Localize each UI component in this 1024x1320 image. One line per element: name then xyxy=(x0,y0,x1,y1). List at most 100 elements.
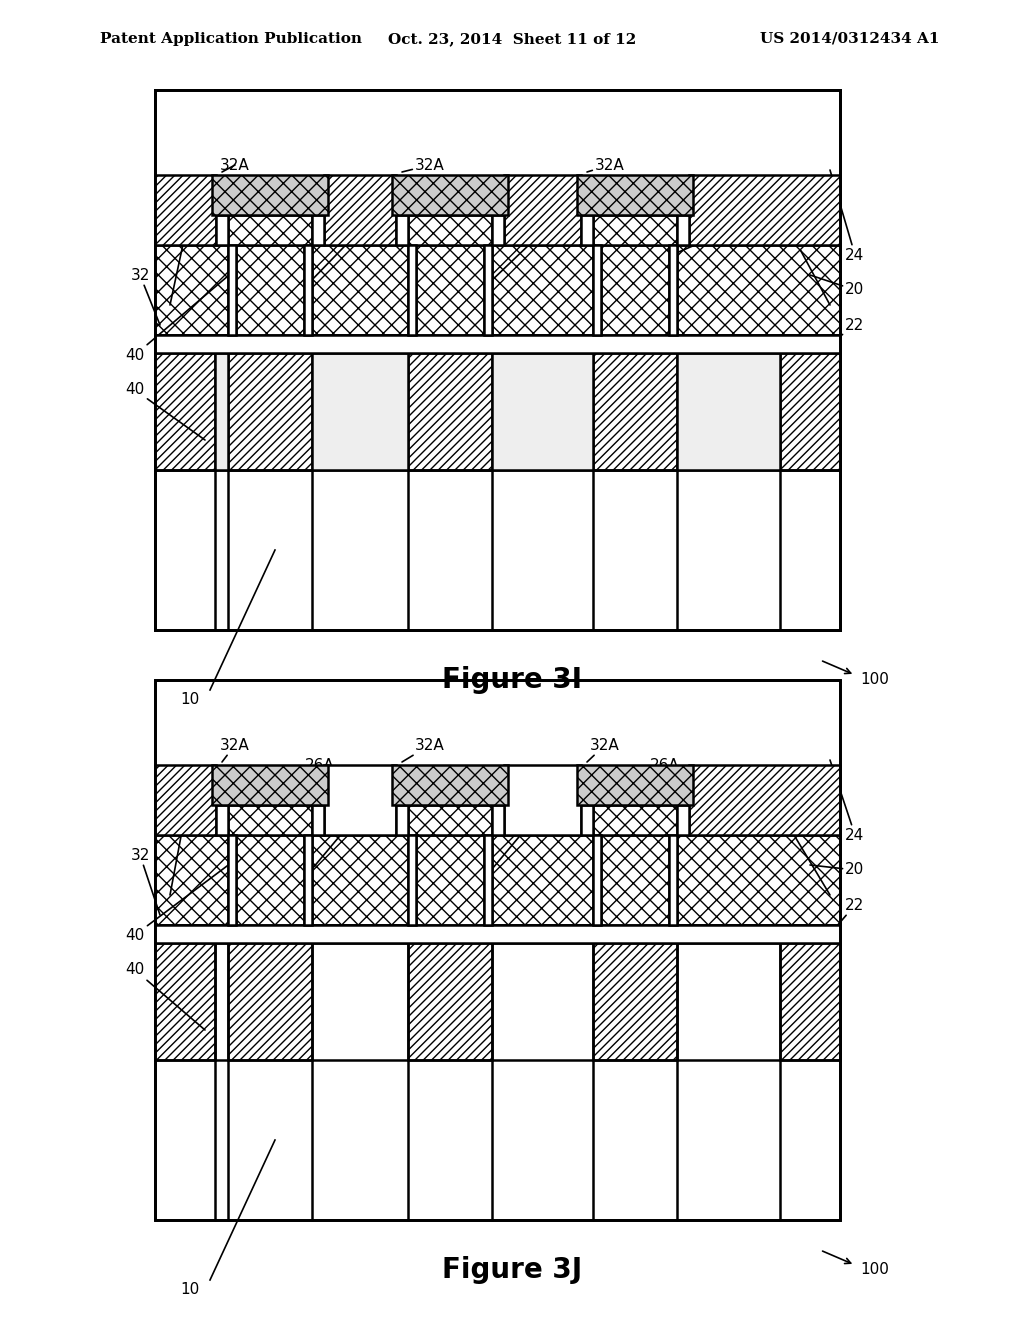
Text: 26A: 26A xyxy=(629,758,680,800)
Bar xyxy=(593,335,677,470)
Bar xyxy=(396,215,408,246)
Text: 26: 26 xyxy=(170,808,195,895)
Bar xyxy=(324,766,396,836)
Bar xyxy=(155,925,215,1060)
Text: 40: 40 xyxy=(125,861,234,942)
Text: 32A: 32A xyxy=(402,157,444,173)
Bar xyxy=(780,925,840,1060)
Text: 26A: 26A xyxy=(438,767,510,805)
Text: 26: 26 xyxy=(487,792,560,875)
Bar xyxy=(155,246,228,335)
Text: 32: 32 xyxy=(130,847,160,915)
Bar xyxy=(593,836,601,925)
Bar xyxy=(408,805,492,836)
Bar xyxy=(492,335,593,470)
Bar xyxy=(484,836,492,925)
Text: 24: 24 xyxy=(830,170,864,263)
Bar xyxy=(504,176,581,246)
Text: 32A: 32A xyxy=(220,157,250,173)
Bar xyxy=(408,335,492,470)
Bar xyxy=(492,246,593,335)
Text: 32A: 32A xyxy=(587,157,625,173)
Text: 26A: 26A xyxy=(305,177,335,210)
Bar xyxy=(593,246,601,335)
Bar xyxy=(155,90,840,630)
Bar xyxy=(155,766,216,836)
Bar xyxy=(324,176,396,246)
Text: 32A: 32A xyxy=(587,738,620,762)
Bar xyxy=(228,215,312,246)
Bar xyxy=(312,246,408,335)
Text: 24: 24 xyxy=(830,760,864,842)
Bar xyxy=(236,836,304,925)
Bar xyxy=(312,805,324,836)
Bar xyxy=(304,836,312,925)
Text: 26A: 26A xyxy=(629,177,699,210)
Bar xyxy=(677,335,780,470)
Text: 20: 20 xyxy=(810,862,864,878)
Text: 10: 10 xyxy=(180,1283,200,1298)
Bar xyxy=(416,836,484,925)
Bar xyxy=(212,766,328,805)
Text: 38: 38 xyxy=(689,185,739,218)
Bar xyxy=(215,335,228,470)
Bar xyxy=(669,246,677,335)
Bar xyxy=(492,836,593,925)
Bar xyxy=(577,176,693,215)
Bar xyxy=(577,766,693,805)
Text: 20: 20 xyxy=(810,275,864,297)
Text: 10: 10 xyxy=(180,693,200,708)
Bar xyxy=(780,335,840,470)
Bar xyxy=(669,836,677,925)
Bar xyxy=(593,805,677,836)
Bar xyxy=(155,836,228,925)
Bar xyxy=(216,215,228,246)
Bar xyxy=(155,335,840,470)
Bar xyxy=(581,805,593,836)
Bar xyxy=(155,246,840,335)
Bar xyxy=(677,215,689,246)
Text: 26: 26 xyxy=(170,227,195,305)
Bar xyxy=(416,246,484,335)
Bar xyxy=(484,246,492,335)
Text: 38: 38 xyxy=(228,185,280,218)
Bar xyxy=(236,246,304,335)
Bar xyxy=(228,836,236,925)
Bar xyxy=(155,925,840,1060)
Text: 22: 22 xyxy=(830,318,864,345)
Bar xyxy=(689,176,840,246)
Bar xyxy=(155,335,215,470)
Text: 22: 22 xyxy=(830,898,864,935)
Bar xyxy=(593,215,677,246)
Text: 32: 32 xyxy=(420,808,450,870)
Bar xyxy=(593,925,677,1060)
Bar xyxy=(677,805,689,836)
Text: 26: 26 xyxy=(785,232,830,305)
Text: 26: 26 xyxy=(307,213,380,285)
Bar xyxy=(155,90,840,630)
Bar xyxy=(155,90,840,630)
Text: 100: 100 xyxy=(860,1262,889,1278)
Bar xyxy=(408,925,492,1060)
Bar xyxy=(212,176,328,215)
Bar xyxy=(155,90,840,630)
Text: 26: 26 xyxy=(775,813,830,895)
Text: Oct. 23, 2014  Sheet 11 of 12: Oct. 23, 2014 Sheet 11 of 12 xyxy=(388,32,636,46)
Bar xyxy=(504,766,581,836)
Bar xyxy=(228,335,312,470)
Bar xyxy=(677,836,840,925)
FancyArrowPatch shape xyxy=(822,661,851,673)
Bar xyxy=(392,766,508,805)
Bar xyxy=(304,246,312,335)
Bar xyxy=(396,805,408,836)
Text: US 2014/0312434 A1: US 2014/0312434 A1 xyxy=(761,32,940,46)
Bar xyxy=(312,215,324,246)
Text: 38: 38 xyxy=(228,775,280,797)
Bar xyxy=(155,680,840,1220)
Text: Figure 3J: Figure 3J xyxy=(442,1257,582,1284)
Bar xyxy=(601,836,669,925)
Text: 26: 26 xyxy=(487,213,564,285)
Text: 26: 26 xyxy=(307,792,380,875)
Bar xyxy=(216,805,228,836)
Text: 38: 38 xyxy=(689,775,730,797)
